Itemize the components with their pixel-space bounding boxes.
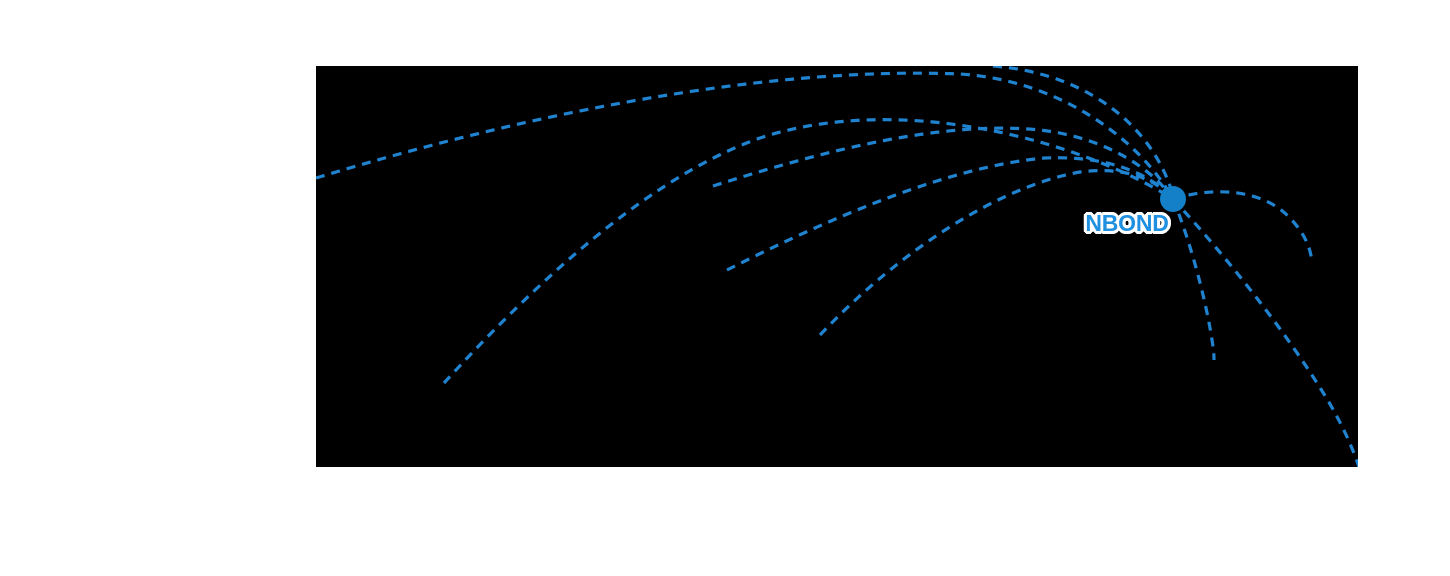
node-nbond-label: NBOND <box>1085 210 1169 236</box>
network-map-panel[interactable]: NBOND <box>316 66 1358 467</box>
edge-southeast-long[interactable] <box>1171 197 1358 467</box>
edge-southwest-arc[interactable] <box>818 169 1175 337</box>
edge-layer <box>316 66 1358 467</box>
edge-north-steep[interactable] <box>992 66 1175 200</box>
edge-south-short[interactable] <box>1171 198 1216 361</box>
edge-west-mid[interactable] <box>712 126 1175 200</box>
edge-group <box>316 66 1358 467</box>
edge-southwest-long[interactable] <box>442 118 1174 385</box>
node-nbond-dot[interactable] <box>1160 186 1186 212</box>
edge-west-far[interactable] <box>316 71 1175 200</box>
edge-east-arc[interactable] <box>1172 190 1314 264</box>
